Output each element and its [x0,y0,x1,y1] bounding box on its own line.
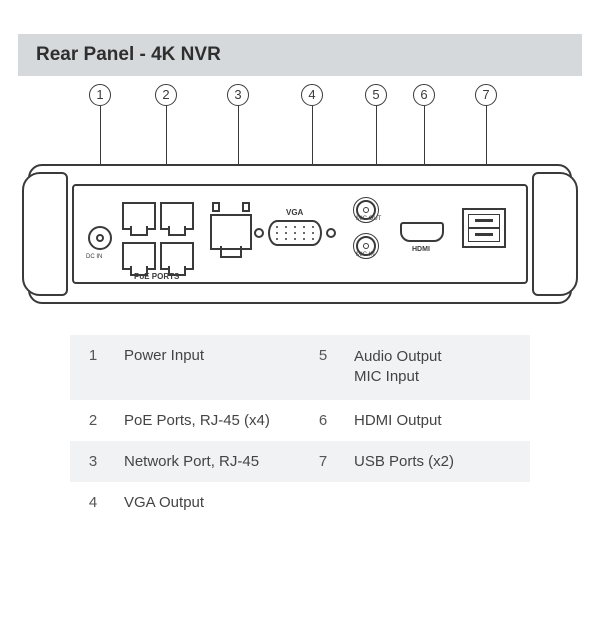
legend-table: 1Power Input5Audio OutputMIC Input 2PoE P… [70,334,530,523]
title-bar: Rear Panel - 4K NVR [18,34,582,76]
hdmi-port [400,222,444,242]
legend-label-2: PoE Ports, RJ-45 (x4) [116,400,300,441]
legend-label-1: Power Input [116,335,300,400]
legend-num-7: 7 [300,441,346,482]
mic-out-label: MIC OUT [356,216,381,222]
network-port [210,214,252,250]
legend-num-3: 3 [70,441,116,482]
poe-port-4 [160,242,194,270]
legend-label-7: USB Ports (x2) [346,441,530,482]
rear-plate: DC IN PoE PORTS [72,184,528,284]
callout-bubble-1: 1 [89,84,111,106]
callout-bubble-3: 3 [227,84,249,106]
mic-in-label: MIC IN [356,252,375,258]
case-endcap-right [532,172,578,296]
callout-leader-2 [166,106,167,170]
legend-empty [346,482,530,523]
vga-port [268,220,322,246]
legend-label-4: VGA Output [116,482,300,523]
vga-screw-right [326,228,336,238]
hdmi-label: HDMI [412,246,430,253]
legend-label-3: Network Port, RJ-45 [116,441,300,482]
callout-bubble-4: 4 [301,84,323,106]
vga-screw-left [254,228,264,238]
vga-label: VGA [286,208,303,217]
callout-row: 1 2 3 4 5 6 7 [18,84,582,108]
case-endcap-left [22,172,68,296]
poe-port-2 [160,202,194,230]
device-rear-panel: DC IN PoE PORTS [28,164,572,304]
port-row: DC IN PoE PORTS [78,190,522,278]
dc-power-jack [88,226,112,250]
legend-empty [300,482,346,523]
legend-num-6: 6 [300,400,346,441]
poe-port-1 [122,202,156,230]
legend-num-2: 2 [70,400,116,441]
poe-ports-label: PoE PORTS [134,272,179,281]
poe-port-3 [122,242,156,270]
page-title: Rear Panel - 4K NVR [36,44,221,65]
legend-num-5: 5 [300,335,346,400]
dc-in-label: DC IN [86,254,102,260]
legend-label-5: Audio OutputMIC Input [346,335,530,400]
legend-label-6: HDMI Output [346,400,530,441]
callout-bubble-6: 6 [413,84,435,106]
callout-bubble-7: 7 [475,84,497,106]
usb-port-stack [462,208,506,248]
diagram-area: 1 2 3 4 5 6 7 DC IN PoE PORTS [18,84,582,324]
legend-num-1: 1 [70,335,116,400]
legend-num-4: 4 [70,482,116,523]
usb-port-1 [468,214,500,228]
callout-bubble-2: 2 [155,84,177,106]
callout-bubble-5: 5 [365,84,387,106]
usb-port-2 [468,228,500,242]
